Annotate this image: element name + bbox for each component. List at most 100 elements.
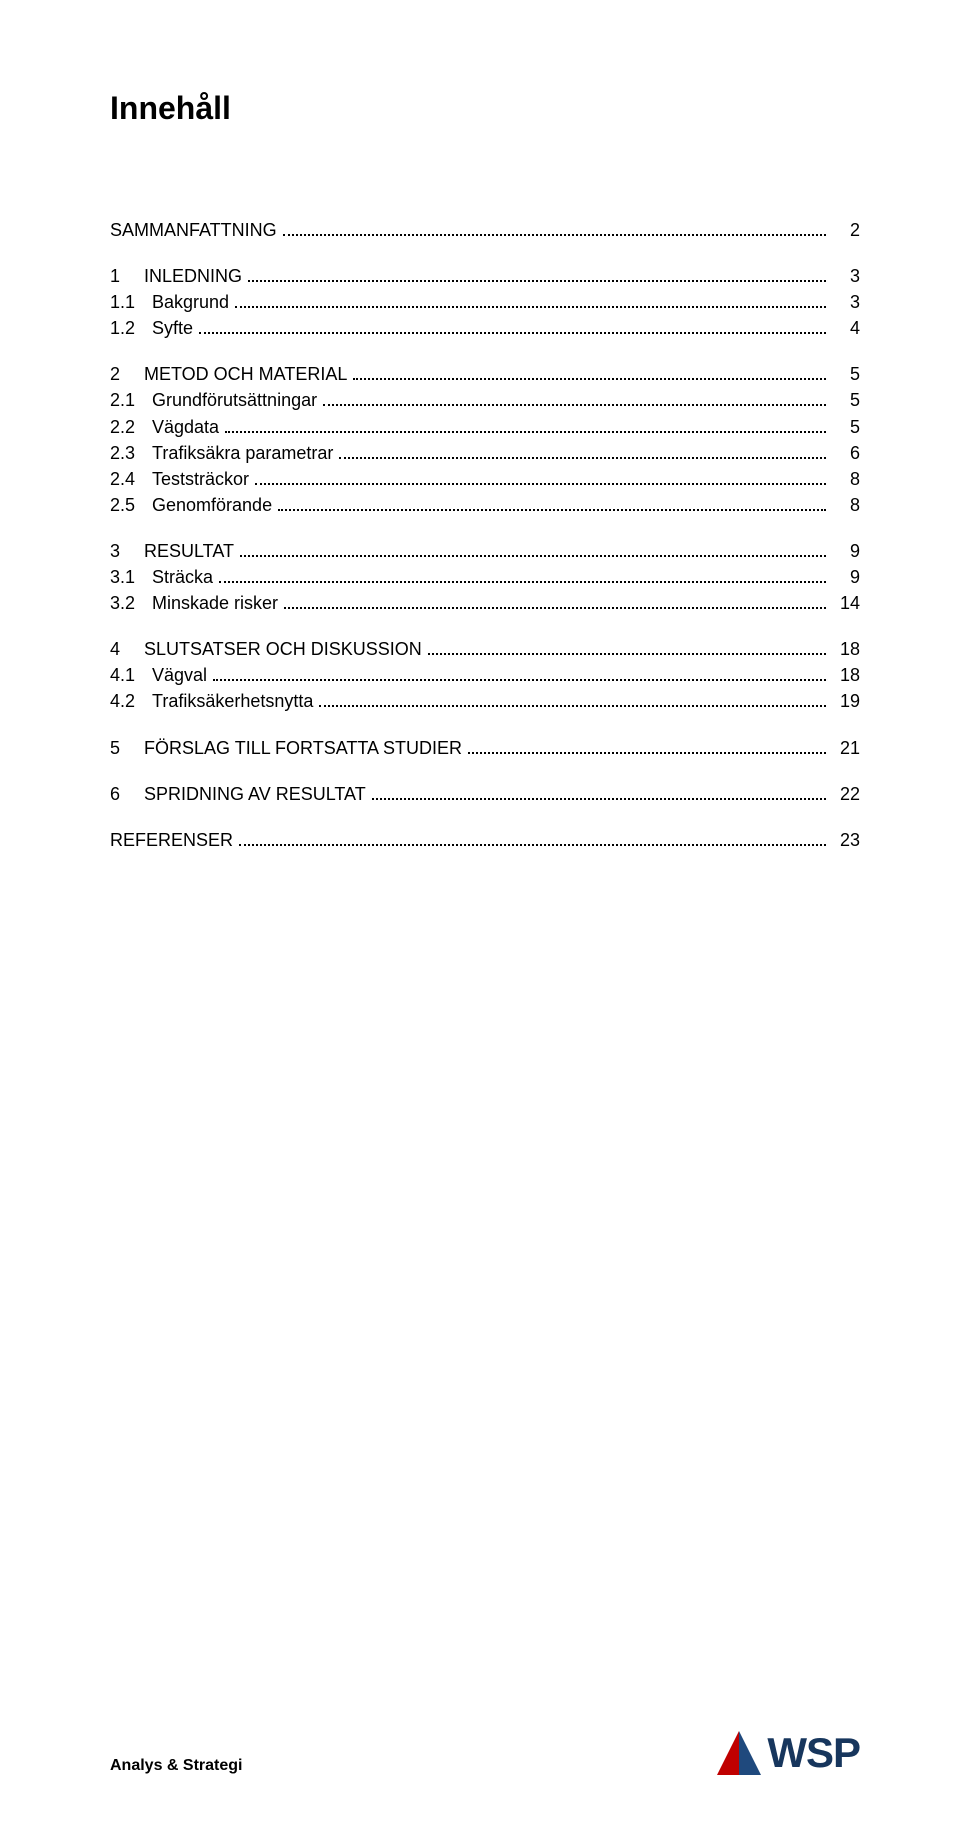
toc-row: 2.4Teststräckor 8: [110, 466, 860, 492]
toc-row: 6SPRIDNING AV RESULTAT 22: [110, 781, 860, 807]
toc-page-number: 9: [832, 564, 860, 590]
toc-number: 1: [110, 263, 144, 289]
toc-row: REFERENSER 23: [110, 827, 860, 853]
toc-dot-leader: [353, 364, 826, 380]
toc-dot-leader: [213, 665, 826, 681]
toc-row: SAMMANFATTNING 2: [110, 217, 860, 243]
page-title: Innehåll: [110, 90, 860, 127]
toc-number: 3.1: [110, 564, 152, 590]
toc-dot-leader: [468, 737, 826, 753]
toc-label: FÖRSLAG TILL FORTSATTA STUDIER: [144, 735, 462, 761]
toc-row: 1INLEDNING 3: [110, 263, 860, 289]
toc-number: 2.3: [110, 440, 152, 466]
toc-number: 4.1: [110, 662, 152, 688]
toc-label: Sträcka: [152, 564, 213, 590]
toc-dot-leader: [428, 639, 826, 655]
toc-page-number: 22: [832, 781, 860, 807]
toc-page-number: 9: [832, 538, 860, 564]
toc-row: 3.2Minskade risker 14: [110, 590, 860, 616]
wsp-logo-text: WSP: [767, 1732, 860, 1774]
toc-dot-leader: [240, 541, 826, 557]
toc-number: 6: [110, 781, 144, 807]
toc-label: RESULTAT: [144, 538, 234, 564]
toc-row: 2.3Trafiksäkra parametrar 6: [110, 440, 860, 466]
toc-label: REFERENSER: [110, 827, 233, 853]
toc-row: 1.1Bakgrund 3: [110, 289, 860, 315]
toc-page-number: 2: [832, 217, 860, 243]
toc-number: 3: [110, 538, 144, 564]
toc-label: Trafiksäkerhetsnytta: [152, 688, 313, 714]
toc-label: Minskade risker: [152, 590, 278, 616]
toc-dot-leader: [278, 495, 826, 511]
toc-number: 5: [110, 735, 144, 761]
toc-label: Trafiksäkra parametrar: [152, 440, 333, 466]
toc-dot-leader: [319, 691, 826, 707]
toc-label: SLUTSATSER OCH DISKUSSION: [144, 636, 422, 662]
toc-number: 4.2: [110, 688, 152, 714]
toc-row: 2.1Grundförutsättningar 5: [110, 387, 860, 413]
toc-dot-leader: [235, 292, 826, 308]
toc-page-number: 18: [832, 662, 860, 688]
toc-row: 2METOD OCH MATERIAL 5: [110, 361, 860, 387]
toc-label: Vägdata: [152, 414, 219, 440]
wsp-logo-icon: [717, 1731, 761, 1775]
toc-dot-leader: [339, 442, 826, 458]
toc-dot-leader: [219, 567, 826, 583]
toc-dot-leader: [199, 318, 826, 334]
toc-number: 4: [110, 636, 144, 662]
toc-label: INLEDNING: [144, 263, 242, 289]
toc-row: 3.1Sträcka 9: [110, 564, 860, 590]
toc-label: SAMMANFATTNING: [110, 217, 277, 243]
toc-page-number: 3: [832, 263, 860, 289]
toc-dot-leader: [323, 390, 826, 406]
toc-page-number: 5: [832, 387, 860, 413]
toc-page-number: 14: [832, 590, 860, 616]
table-of-contents: SAMMANFATTNING21INLEDNING31.1Bakgrund31.…: [110, 217, 860, 853]
toc-number: 2.4: [110, 466, 152, 492]
toc-number: 1.2: [110, 315, 152, 341]
toc-row: 4.2Trafiksäkerhetsnytta 19: [110, 688, 860, 714]
toc-dot-leader: [255, 469, 826, 485]
toc-label: Grundförutsättningar: [152, 387, 317, 413]
toc-dot-leader: [284, 593, 826, 609]
toc-row: 4SLUTSATSER OCH DISKUSSION 18: [110, 636, 860, 662]
toc-dot-leader: [225, 416, 826, 432]
toc-number: 2.5: [110, 492, 152, 518]
toc-label: Syfte: [152, 315, 193, 341]
toc-label: Bakgrund: [152, 289, 229, 315]
footer-text: Analys & Strategi: [110, 1757, 242, 1775]
toc-dot-leader: [248, 266, 826, 282]
toc-label: Vägval: [152, 662, 207, 688]
toc-label: METOD OCH MATERIAL: [144, 361, 347, 387]
toc-row: 4.1Vägval 18: [110, 662, 860, 688]
toc-row: 5FÖRSLAG TILL FORTSATTA STUDIER 21: [110, 735, 860, 761]
page-footer: Analys & Strategi WSP: [110, 1731, 860, 1775]
toc-row: 3RESULTAT 9: [110, 538, 860, 564]
toc-page-number: 3: [832, 289, 860, 315]
toc-label: Teststräckor: [152, 466, 249, 492]
toc-number: 3.2: [110, 590, 152, 616]
toc-page-number: 5: [832, 361, 860, 387]
toc-page-number: 19: [832, 688, 860, 714]
toc-page-number: 18: [832, 636, 860, 662]
toc-page-number: 5: [832, 414, 860, 440]
toc-row: 1.2Syfte 4: [110, 315, 860, 341]
toc-number: 2.1: [110, 387, 152, 413]
toc-page-number: 21: [832, 735, 860, 761]
toc-dot-leader: [372, 783, 826, 799]
toc-page-number: 8: [832, 492, 860, 518]
toc-row: 2.2Vägdata 5: [110, 414, 860, 440]
toc-row: 2.5Genomförande 8: [110, 492, 860, 518]
toc-number: 1.1: [110, 289, 152, 315]
document-page: Innehåll SAMMANFATTNING21INLEDNING31.1Ba…: [0, 0, 960, 1833]
toc-number: 2: [110, 361, 144, 387]
toc-dot-leader: [239, 830, 826, 846]
wsp-logo: WSP: [717, 1731, 860, 1775]
toc-number: 2.2: [110, 414, 152, 440]
toc-page-number: 4: [832, 315, 860, 341]
toc-label: SPRIDNING AV RESULTAT: [144, 781, 366, 807]
toc-page-number: 23: [832, 827, 860, 853]
toc-label: Genomförande: [152, 492, 272, 518]
toc-page-number: 6: [832, 440, 860, 466]
toc-page-number: 8: [832, 466, 860, 492]
